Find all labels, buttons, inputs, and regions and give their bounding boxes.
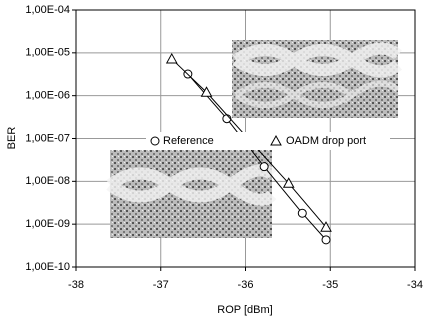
eye-diagram-inset [232,40,398,118]
legend-marker [151,137,159,145]
data-point [322,236,330,244]
chart: Reference OADM drop port ROP [dBm] BER -… [0,0,428,325]
y-tick-label: 1,00E-08 [25,175,70,187]
x-tick-label: -34 [407,279,423,291]
data-point [298,209,306,217]
legend-label: Reference [163,135,214,147]
y-tick-label: 1,00E-06 [25,90,70,102]
x-tick-label: -38 [68,279,84,291]
eye-diagram-inset [110,150,272,238]
y-tick-label: 1,00E-05 [25,47,70,59]
y-axis-title: BER [6,127,18,150]
x-tick-label: -36 [238,279,254,291]
x-tick-label: -37 [153,279,169,291]
y-tick-label: 1,00E-09 [25,218,70,230]
legend: Reference OADM drop port [146,132,390,150]
legend-label: OADM drop port [286,135,366,147]
x-tick-label: -35 [322,279,338,291]
y-tick-label: 1,00E-10 [25,261,70,273]
y-tick-label: 1,00E-04 [25,4,70,16]
data-point [167,54,177,63]
y-tick-label: 1,00E-07 [25,132,70,144]
data-point [260,163,268,171]
x-axis-title: ROP [dBm] [217,304,272,316]
